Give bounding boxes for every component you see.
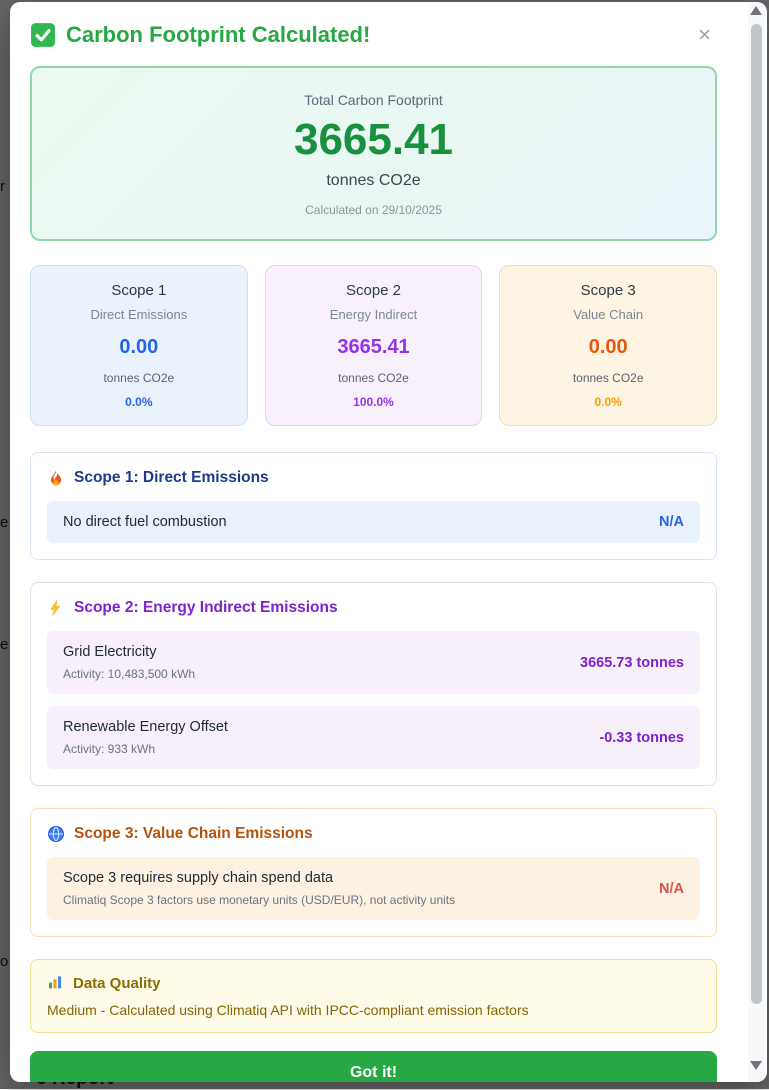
scope3-section: Scope 3: Value Chain Emissions Scope 3 r…: [30, 808, 717, 938]
scope3-card-value: 0.00: [588, 336, 628, 359]
carbon-footprint-modal: Carbon Footprint Calculated! × Total Car…: [10, 2, 767, 1082]
scope1-card-percent: 0.0%: [125, 395, 153, 410]
scope2-section-title: Scope 2: Energy Indirect Emissions: [74, 599, 338, 617]
modal-title: Carbon Footprint Calculated!: [66, 22, 371, 47]
scope2-card-subtitle: Energy Indirect: [329, 307, 418, 323]
scope2-row-renewable-offset: Renewable Energy Offset Activity: 933 kW…: [47, 706, 700, 770]
scope2-row-value: 3665.73 tonnes: [580, 654, 684, 671]
scope2-card: Scope 2 Energy Indirect 3665.41 tonnes C…: [264, 265, 483, 427]
scrollbar-track[interactable]: [748, 2, 765, 1082]
total-label: Total Carbon Footprint: [304, 92, 443, 108]
scope2-row-detail: Activity: 933 kWh: [63, 742, 156, 757]
scope1-card-value: 0.00: [119, 336, 159, 359]
data-quality-panel: Data Quality Medium - Calculated using C…: [30, 959, 717, 1034]
scope2-row-label: Renewable Energy Offset: [63, 719, 228, 736]
check-badge-icon: [30, 22, 56, 48]
scope3-row-value: N/A: [659, 880, 684, 897]
scope3-row: Scope 3 requires supply chain spend data…: [47, 857, 700, 921]
scope3-card: Scope 3 Value Chain 0.00 tonnes CO2e 0.0…: [499, 265, 718, 427]
scope3-section-title: Scope 3: Value Chain Emissions: [74, 825, 313, 843]
scope3-card-title: Scope 3: [580, 282, 636, 300]
scope1-card: Scope 1 Direct Emissions 0.00 tonnes CO2…: [30, 265, 248, 427]
scope1-card-unit: tonnes CO2e: [103, 371, 175, 386]
modal-content: Carbon Footprint Calculated! × Total Car…: [10, 2, 747, 1082]
scrollbar-thumb[interactable]: [751, 24, 762, 1004]
scope1-row-value: N/A: [659, 514, 684, 531]
scope-summary-cards: Scope 1 Direct Emissions 0.00 tonnes CO2…: [30, 265, 718, 427]
data-quality-title: Data Quality: [73, 974, 161, 992]
scope1-section: Scope 1: Direct Emissions No direct fuel…: [30, 452, 717, 561]
scope2-row-label: Grid Electricity: [63, 644, 157, 661]
total-value: 3665.41: [293, 115, 454, 164]
data-quality-header: Data Quality: [47, 974, 700, 992]
scope2-card-percent: 100.0%: [353, 395, 394, 410]
calculated-date: Calculated on 29/10/2025: [305, 203, 442, 218]
data-quality-text: Medium - Calculated using Climatiq API w…: [47, 1002, 529, 1019]
scrollbar-up-arrow-icon[interactable]: [750, 6, 762, 15]
scope2-row-detail: Activity: 10,483,500 kWh: [63, 667, 196, 682]
scope1-section-title: Scope 1: Direct Emissions: [74, 469, 269, 487]
got-it-button[interactable]: Got it!: [30, 1051, 717, 1082]
lightning-icon: [47, 599, 65, 617]
scope1-card-title: Scope 1: [111, 282, 167, 300]
scope3-row-detail: Climatiq Scope 3 factors use monetary un…: [63, 893, 456, 908]
flame-icon: [47, 469, 65, 487]
scope3-row-label: Scope 3 requires supply chain spend data: [63, 870, 334, 887]
scrollbar-down-arrow-icon[interactable]: [750, 1061, 762, 1070]
total-footprint-panel: Total Carbon Footprint 3665.41 tonnes CO…: [30, 66, 717, 242]
scope3-card-percent: 0.0%: [594, 395, 622, 410]
scope2-card-unit: tonnes CO2e: [338, 371, 409, 386]
modal-header: Carbon Footprint Calculated! ×: [30, 22, 717, 48]
scope2-row-grid-electricity: Grid Electricity Activity: 10,483,500 kW…: [47, 631, 700, 695]
scope3-section-header: Scope 3: Value Chain Emissions: [47, 825, 700, 843]
scope1-card-subtitle: Direct Emissions: [90, 307, 188, 323]
scope2-section-header: Scope 2: Energy Indirect Emissions: [47, 599, 700, 617]
bar-chart-icon: [47, 974, 65, 992]
scope1-section-header: Scope 1: Direct Emissions: [47, 469, 700, 487]
scope2-card-title: Scope 2: [345, 282, 402, 300]
close-icon[interactable]: ×: [698, 22, 711, 47]
scope2-section: Scope 2: Energy Indirect Emissions Grid …: [30, 582, 717, 787]
scope2-card-value: 3665.41: [337, 336, 410, 359]
scope3-card-subtitle: Value Chain: [573, 307, 644, 323]
globe-icon: [47, 825, 65, 843]
total-unit: tonnes CO2e: [326, 172, 421, 190]
scope2-row-value: -0.33 tonnes: [599, 729, 684, 746]
scope1-row-label: No direct fuel combustion: [63, 514, 227, 531]
scope1-row: No direct fuel combustion N/A: [47, 501, 700, 544]
scope3-card-unit: tonnes CO2e: [572, 371, 644, 386]
